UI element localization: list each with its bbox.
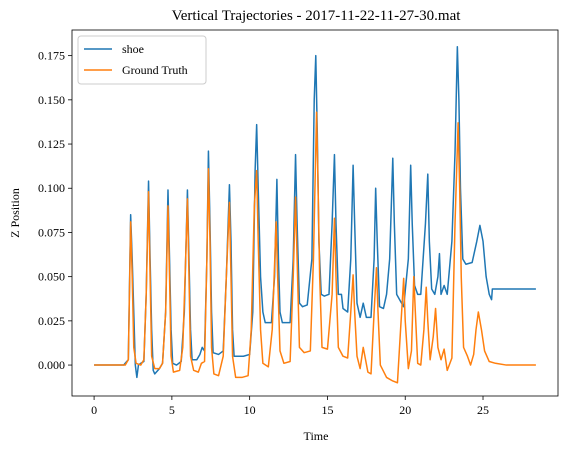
legend-label: shoe <box>122 42 144 56</box>
series-layer <box>94 47 536 383</box>
x-axis: 0 5 10 15 20 25 <box>91 396 489 417</box>
y-tick-label: 0.025 <box>38 314 65 328</box>
legend-label: Ground Truth <box>122 63 188 77</box>
legend: shoe Ground Truth <box>78 36 206 84</box>
x-tick-label: 20 <box>399 403 411 417</box>
x-tick-label: 0 <box>91 403 97 417</box>
x-axis-label: Time <box>304 429 329 443</box>
y-tick-label: 0.175 <box>38 49 65 63</box>
y-tick-label: 0.125 <box>38 137 65 151</box>
y-tick-label: 0.100 <box>38 181 65 195</box>
y-axis-label: Z Position <box>8 188 22 238</box>
x-tick-label: 25 <box>477 403 489 417</box>
y-tick-label: 0.075 <box>38 225 65 239</box>
x-tick-label: 10 <box>244 403 256 417</box>
chart-title: Vertical Trajectories - 2017-11-22-11-27… <box>172 8 462 24</box>
x-tick-label: 5 <box>169 403 175 417</box>
y-tick-label: 0.000 <box>38 358 65 372</box>
y-tick-label: 0.050 <box>38 270 65 284</box>
x-tick-label: 15 <box>321 403 333 417</box>
y-tick-label: 0.150 <box>38 93 65 107</box>
y-axis: 0.000 0.025 0.050 0.075 0.100 0.125 0.150 0.175 <box>38 49 72 372</box>
series-line-1 <box>94 112 536 383</box>
